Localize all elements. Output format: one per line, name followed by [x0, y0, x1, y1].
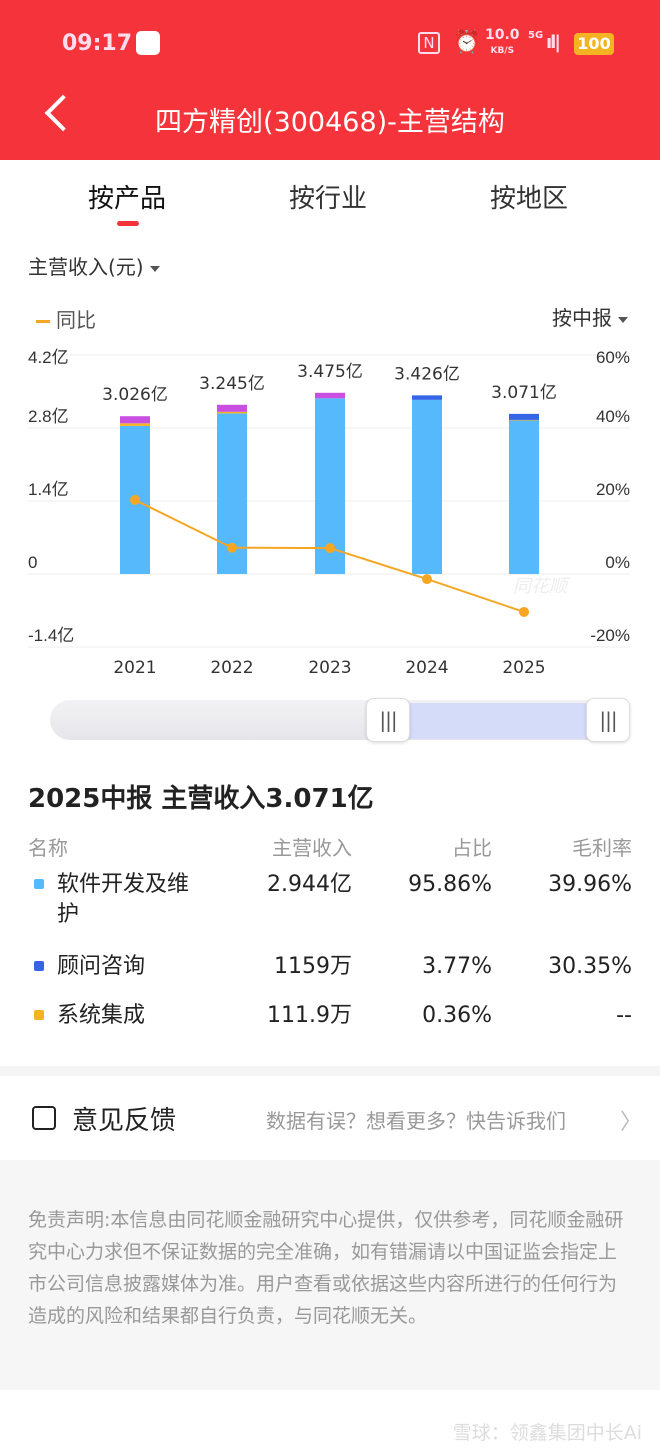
feedback-mail-icon — [32, 1106, 56, 1130]
period-dropdown[interactable]: 按中报 — [552, 302, 628, 331]
bar-total-label: 3.426亿 — [394, 364, 460, 384]
row-name: 系统集成 — [57, 1003, 146, 1028]
app-header — [0, 0, 660, 160]
yoy-point — [325, 543, 335, 554]
legend-color-icon — [34, 879, 44, 889]
bar-segment — [509, 413, 539, 420]
bar-segment — [217, 404, 247, 412]
row-share: 3.77% — [422, 954, 492, 979]
range-slider-right-handle[interactable]: ||| — [586, 698, 630, 742]
range-slider-selection[interactable] — [388, 703, 588, 739]
x-tick-label: 2022 — [210, 658, 253, 678]
legend-yoy: 同比 — [36, 304, 96, 333]
section-divider — [0, 1066, 660, 1076]
legend-color-icon — [34, 961, 44, 971]
row-revenue: 2.944亿 — [267, 872, 352, 897]
row-share: 0.36% — [422, 1003, 492, 1028]
y-right-tick: 20% — [596, 480, 630, 499]
row-margin: 39.96% — [548, 872, 632, 897]
bar-total-label: 3.071亿 — [491, 383, 557, 403]
bar-segment — [509, 419, 539, 421]
bar-segment — [412, 395, 442, 400]
watermark: 雪球：领鑫集团中长Ai — [452, 1422, 642, 1444]
chevron-right-icon: 〉 — [620, 1110, 643, 1135]
metric-dropdown[interactable]: 主营收入(元) — [28, 251, 160, 280]
metric-dropdown-label: 主营收入(元) — [28, 255, 144, 279]
x-tick-label: 2025 — [502, 658, 545, 678]
x-tick-label: 2024 — [405, 658, 448, 678]
net-unit: KB/S — [490, 46, 515, 56]
caret-down-icon — [149, 265, 160, 272]
row-name: 软件开发及维护 — [57, 872, 190, 927]
legend-line-icon — [36, 320, 50, 323]
summary-title: 2025中报 主营收入3.071亿 — [28, 784, 374, 814]
app-notification-icon — [136, 31, 160, 55]
net-speed: 10.0 — [485, 27, 520, 43]
y-left-tick: 4.2亿 — [28, 348, 69, 367]
row-name: 顾问咨询 — [57, 954, 146, 979]
range-slider-left-handle[interactable]: ||| — [366, 698, 410, 742]
y-left-tick: 0 — [28, 553, 37, 572]
col-header-revenue: 主营收入 — [272, 836, 352, 860]
signal-type: 5G — [528, 30, 544, 41]
bar-total-label: 3.026亿 — [102, 385, 168, 405]
x-tick-label: 2021 — [113, 658, 156, 678]
y-left-tick: 1.4亿 — [28, 480, 69, 499]
y-left-tick: 2.8亿 — [28, 407, 69, 426]
bar-total-label: 3.475亿 — [297, 362, 363, 382]
y-right-tick: -20% — [590, 626, 630, 645]
yoy-point — [227, 542, 237, 553]
legend-yoy-label: 同比 — [56, 308, 96, 332]
y-left-tick: -1.4亿 — [28, 626, 74, 645]
alarm-icon: ⏰ — [453, 30, 481, 55]
yoy-point — [519, 606, 529, 617]
active-tab-indicator — [117, 221, 139, 226]
status-time: 09:17 — [62, 31, 133, 56]
y-right-tick: 0% — [605, 553, 630, 572]
bar-segment — [509, 420, 539, 574]
page-title: 四方精创(300468)-主营结构 — [155, 107, 505, 138]
y-right-tick: 40% — [596, 407, 630, 426]
yoy-point — [130, 494, 140, 505]
nfc-icon: N — [418, 32, 440, 54]
revenue-chart: 4.2亿 60% 2.8亿 40% 1.4亿 20% 0 0% -1.4亿 -20% 同花顺 3.02… — [28, 348, 630, 678]
disclaimer-text: 免责声明:本信息由同花顺金融研究中心提供，仅供参考，同花顺金融研究中心力求但不保… — [28, 1209, 624, 1327]
col-header-margin: 毛利率 — [572, 836, 632, 860]
row-revenue: 111.9万 — [267, 1003, 352, 1028]
y-right-tick: 60% — [596, 348, 630, 367]
yoy-point — [422, 574, 432, 585]
x-tick-label: 2023 — [308, 658, 351, 678]
feedback-hint[interactable]: 数据有误？想看更多？快告诉我们 — [266, 1109, 566, 1133]
row-revenue: 1159万 — [274, 954, 352, 979]
feedback-title: 意见反馈 — [72, 1106, 177, 1136]
col-header-name: 名称 — [28, 836, 68, 860]
bar-segment — [120, 416, 150, 424]
row-margin: 30.35% — [548, 954, 632, 979]
caret-down-icon — [618, 316, 628, 323]
legend-color-icon — [34, 1010, 44, 1020]
col-header-share: 占比 — [452, 836, 492, 860]
bar-segment — [412, 399, 442, 574]
period-dropdown-label: 按中报 — [552, 306, 612, 330]
battery-icon: 100 — [574, 33, 614, 55]
chart-watermark: 同花顺 — [513, 576, 570, 597]
row-share: 95.86% — [408, 872, 492, 897]
signal-icon: ıl| — [546, 32, 561, 53]
bar-segment — [217, 411, 247, 414]
bar-total-label: 3.245亿 — [199, 374, 265, 394]
tab-by-region[interactable]: 按地区 — [490, 184, 569, 214]
row-margin: -- — [616, 1003, 632, 1028]
disclaimer-section — [0, 1160, 660, 1390]
tab-by-industry[interactable]: 按行业 — [289, 184, 368, 214]
tab-by-product[interactable]: 按产品 — [88, 184, 167, 214]
bar-segment — [120, 423, 150, 426]
bar-segment — [315, 392, 345, 399]
